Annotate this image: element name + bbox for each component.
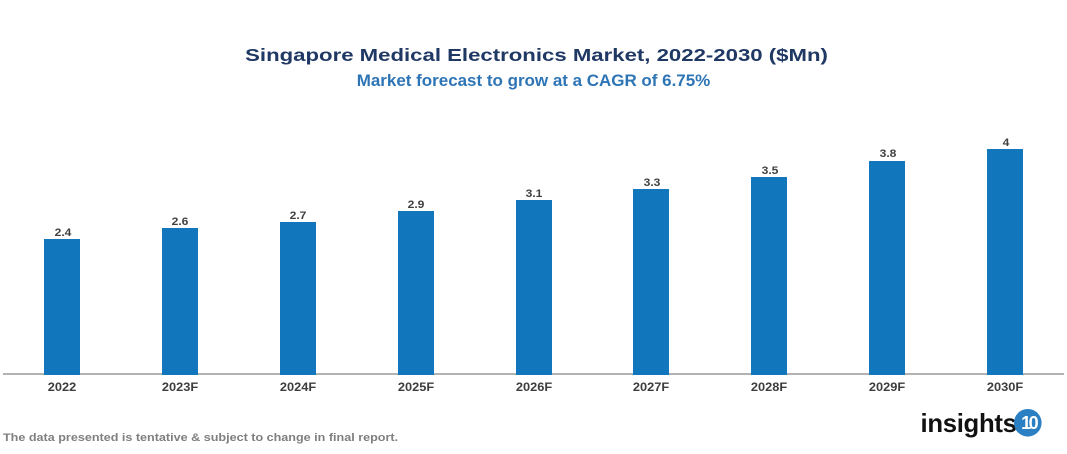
svg-text:10: 10 (1021, 413, 1039, 433)
